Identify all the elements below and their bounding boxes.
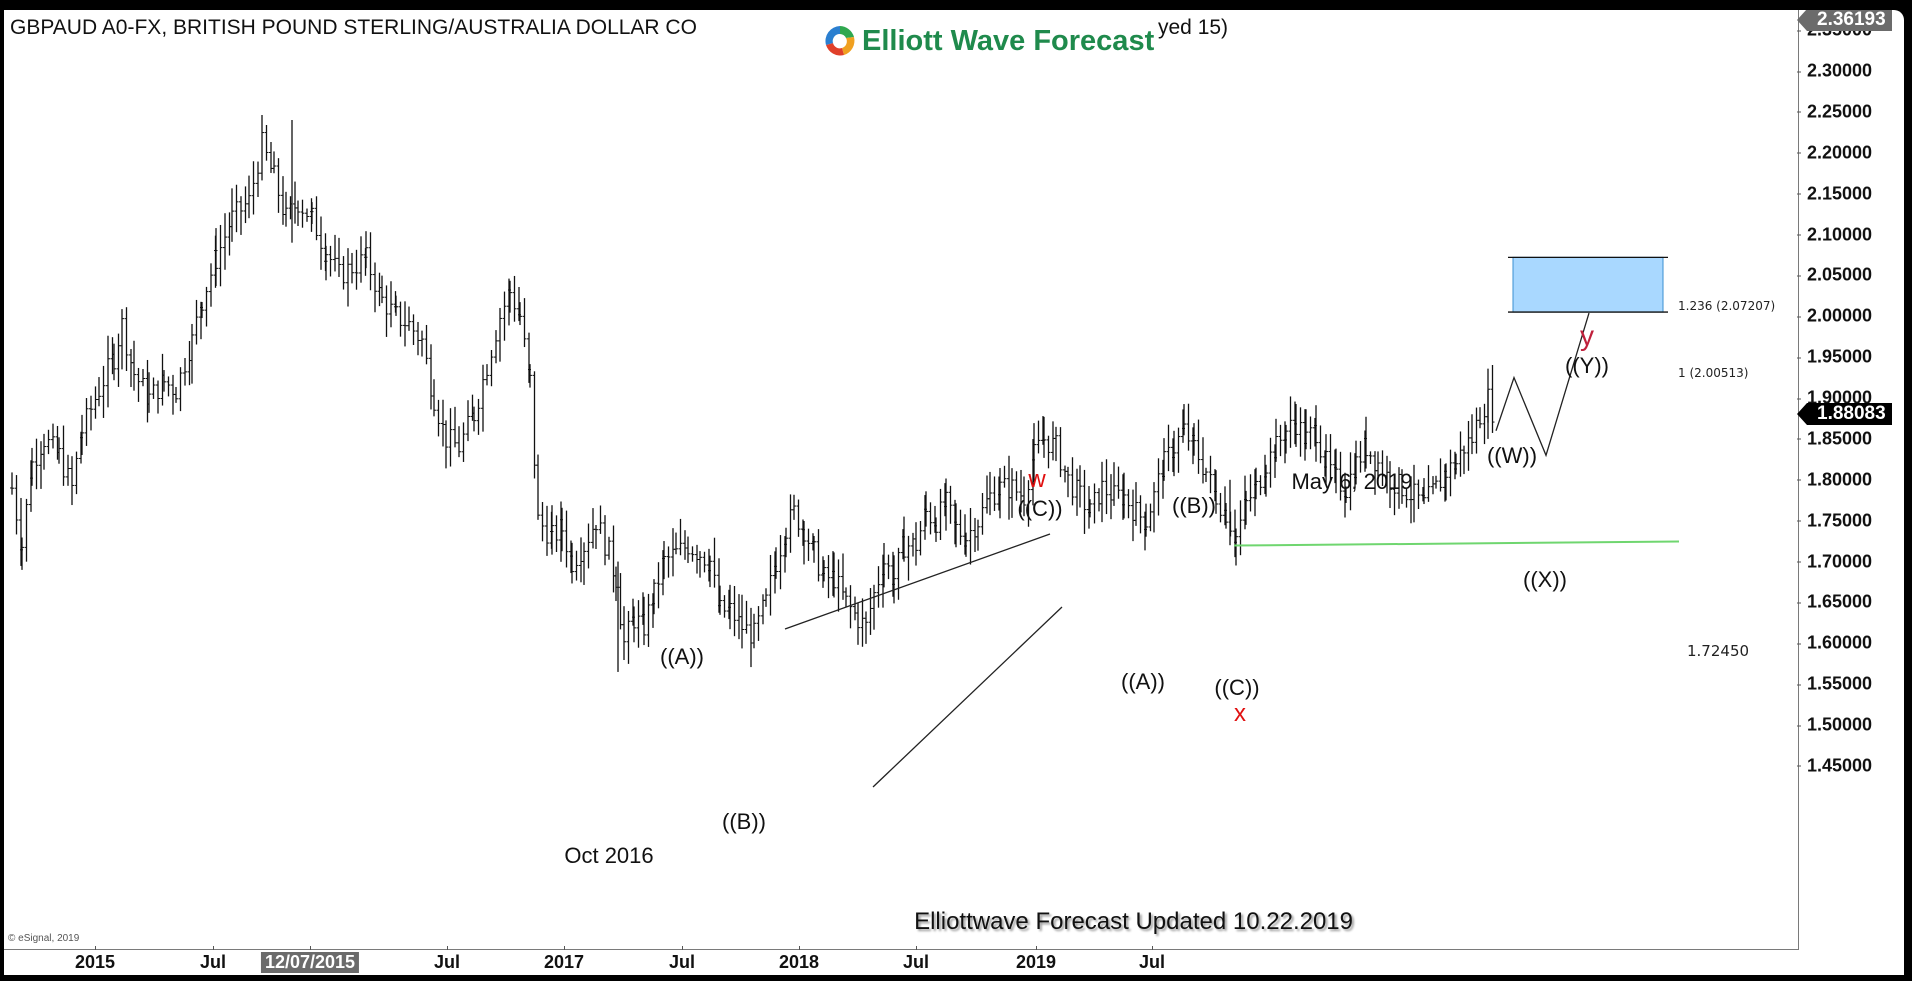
label-wave-x: x xyxy=(1234,700,1246,727)
time-tick: Jul xyxy=(199,952,227,972)
logo-swirl-icon xyxy=(825,26,855,56)
time-tick: 2015 xyxy=(74,952,116,972)
logo-text: Elliott Wave Forecast xyxy=(862,24,1155,57)
label-wave-B-1: ((B)) xyxy=(722,809,766,834)
price-chart[interactable] xyxy=(4,10,1799,950)
time-tick: Jul xyxy=(902,952,930,972)
time-tick: Jul xyxy=(1138,952,1166,972)
updated-note: Elliottwave Forecast Updated 10.22.2019 xyxy=(914,908,1353,935)
axis-high-price-tag: 2.36193 xyxy=(1797,10,1892,32)
elliott-wave-forecast-logo: Elliott Wave Forecast xyxy=(820,22,1157,60)
wedge-upper-trendline xyxy=(784,533,1051,630)
label-wave-X: ((X)) xyxy=(1523,567,1567,592)
label-wave-y: y xyxy=(1580,320,1594,351)
chart-window: GBPAUD A0-FX, BRITISH POUND STERLING/AUS… xyxy=(4,10,1904,975)
label-wave-A-2: ((A)) xyxy=(1121,669,1165,694)
price-tick: 1.80000 xyxy=(1796,469,1872,490)
price-tick: 2.30000 xyxy=(1796,61,1872,82)
label-wave-C-2: ((C)) xyxy=(1214,675,1260,700)
label-oct-2016: Oct 2016 xyxy=(564,843,654,868)
time-tick-mark xyxy=(1152,946,1153,950)
time-axis[interactable]: Dyn ● 2015Jul12/07/2015Jul2017Jul2018Jul… xyxy=(4,946,1799,975)
label-wave-C-1: ((C)) xyxy=(1017,496,1063,521)
time-tick-mark xyxy=(799,946,800,950)
price-axis[interactable]: 2.350002.300002.250002.200002.150002.100… xyxy=(1796,10,1904,975)
price-tick: 1.70000 xyxy=(1796,551,1872,572)
time-tick-mark xyxy=(682,946,683,950)
label-wave-w: w xyxy=(1028,466,1046,493)
label-wave-B-2: ((B)) xyxy=(1172,493,1216,518)
support-level-label: 1.72450 xyxy=(1687,642,1750,660)
time-tick: 2019 xyxy=(1015,952,1057,972)
price-tick: 1.95000 xyxy=(1796,347,1872,368)
time-tick-mark xyxy=(1036,946,1037,950)
esignal-copyright: © eSignal, 2019 xyxy=(8,933,80,944)
label-wave-W: ((W)) xyxy=(1486,443,1538,468)
label-wave-A-1: ((A)) xyxy=(660,644,704,669)
price-tick: 2.05000 xyxy=(1796,265,1872,286)
price-tick: 1.55000 xyxy=(1796,674,1872,695)
price-tick: 2.10000 xyxy=(1796,224,1872,245)
time-tick: Jul xyxy=(668,952,696,972)
price-tick: 1.75000 xyxy=(1796,510,1872,531)
plot-area[interactable]: GBPAUD A0-FX, BRITISH POUND STERLING/AUS… xyxy=(4,10,1799,950)
time-tick-mark xyxy=(564,946,565,950)
fib-1-level-label: 1 (2.00513) xyxy=(1678,366,1749,380)
price-tick: 2.25000 xyxy=(1796,101,1872,122)
price-tick: 1.65000 xyxy=(1796,592,1872,613)
price-tick: 2.00000 xyxy=(1796,306,1872,327)
chart-title: GBPAUD A0-FX, BRITISH POUND STERLING/AUS… xyxy=(10,16,697,39)
time-tick-mark xyxy=(310,946,311,950)
price-tick: 2.15000 xyxy=(1796,183,1872,204)
price-tick: 1.90000 xyxy=(1796,388,1872,409)
projection-path xyxy=(1495,312,1590,458)
time-tick-mark xyxy=(916,946,917,950)
time-tick: 2018 xyxy=(778,952,820,972)
price-tick: 1.85000 xyxy=(1796,428,1872,449)
wedge-lower-trendline xyxy=(872,606,1063,788)
label-wave-Y: ((Y)) xyxy=(1565,353,1609,378)
price-tick: 1.60000 xyxy=(1796,633,1872,654)
price-tick: 2.20000 xyxy=(1796,142,1872,163)
time-tick-mark xyxy=(213,946,214,950)
target-zone-box xyxy=(1512,256,1664,313)
support-line xyxy=(1233,540,1680,547)
time-tick: Jul xyxy=(433,952,461,972)
fib-1236-level-label: 1.236 (2.07207) xyxy=(1678,299,1776,313)
cursor-date-label: 12/07/2015 xyxy=(260,952,360,973)
price-tick: 1.45000 xyxy=(1796,755,1872,776)
last-price-tag: 1.88083 xyxy=(1797,402,1892,425)
time-tick-mark xyxy=(95,946,96,950)
label-may-6-2019: May 6, 2019 xyxy=(1291,469,1413,494)
time-tick-mark xyxy=(447,946,448,950)
chart-title-tail: yed 15) xyxy=(1158,16,1229,39)
time-tick: 2017 xyxy=(543,952,585,972)
price-tick: 1.50000 xyxy=(1796,715,1872,736)
